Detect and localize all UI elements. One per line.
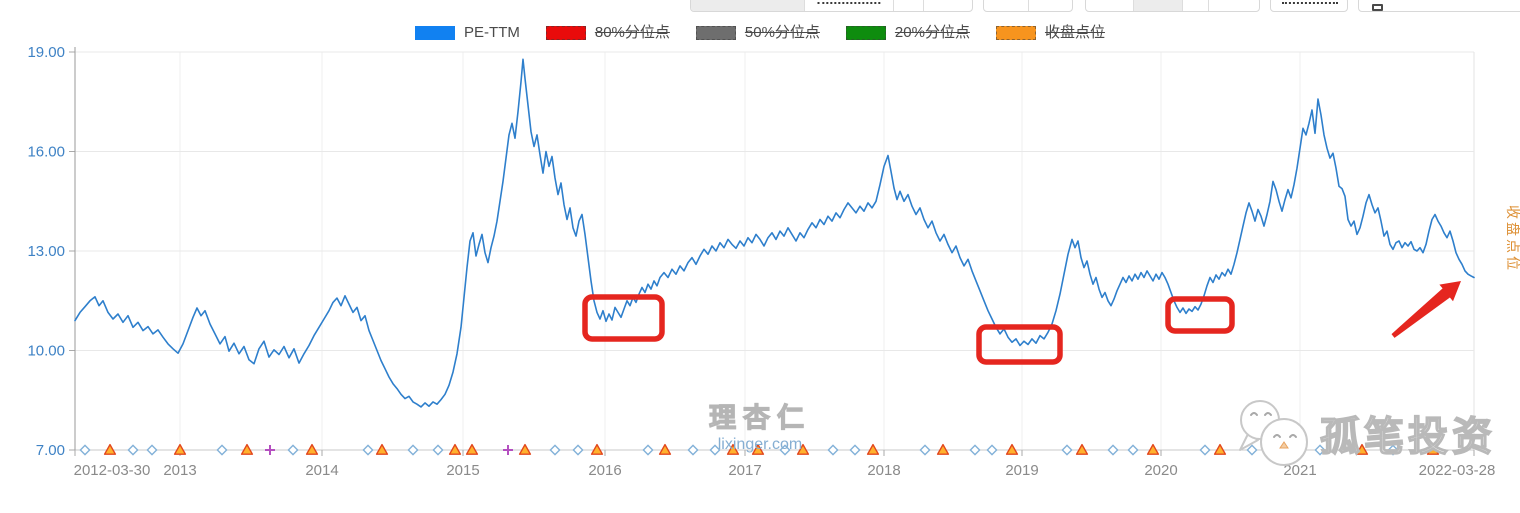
- dotted-underline: [1281, 2, 1339, 4]
- legend-label: PE-TTM: [464, 24, 520, 41]
- toolbar-segment[interactable]: [691, 0, 805, 11]
- toolbar-segment[interactable]: [1359, 0, 1520, 11]
- toolbar-segment[interactable]: [894, 0, 924, 11]
- chart-legend: PE-TTM 80%分位点 50%分位点 20%分位点 收盘点位: [0, 25, 1520, 40]
- legend-item-20%分位点[interactable]: 20%分位点: [845, 24, 970, 41]
- svg-text:10.00: 10.00: [27, 343, 65, 360]
- legend-label: 20%分位点: [894, 24, 970, 41]
- legend-swatch: [545, 25, 586, 40]
- legend-label: 50%分位点: [744, 24, 820, 41]
- toolbar-segment[interactable]: [984, 0, 1029, 11]
- svg-text:2013: 2013: [163, 462, 196, 479]
- legend-item-80%分位点[interactable]: 80%分位点: [545, 24, 670, 41]
- legend-swatch: [845, 25, 886, 40]
- toolbar-segmented-control-1[interactable]: [690, 0, 973, 12]
- toolbar-segment-dotted[interactable]: [805, 0, 894, 11]
- toolbar-dotted-select[interactable]: [1270, 0, 1348, 12]
- svg-text:16.00: 16.00: [27, 144, 65, 161]
- toolbar-segment[interactable]: [1134, 0, 1183, 11]
- svg-text:13.00: 13.00: [27, 243, 65, 260]
- legend-swatch: [415, 25, 456, 40]
- toolbar-wide-control[interactable]: [1358, 0, 1520, 12]
- dotted-underline: [817, 2, 881, 4]
- svg-text:2021: 2021: [1283, 462, 1316, 479]
- svg-text:2022-03-28: 2022-03-28: [1419, 462, 1496, 479]
- legend-swatch: [995, 25, 1036, 40]
- legend-label: 收盘点位: [1044, 24, 1105, 41]
- svg-text:2018: 2018: [867, 462, 900, 479]
- toolbar-segmented-control-2[interactable]: [983, 0, 1073, 12]
- svg-text:2014: 2014: [305, 462, 338, 479]
- toolbar-segment[interactable]: [1086, 0, 1134, 11]
- svg-text:2020: 2020: [1144, 462, 1177, 479]
- legend-label: 80%分位点: [594, 24, 670, 41]
- toolbar-segmented-control-3[interactable]: [1085, 0, 1260, 12]
- grid-icon: [1372, 4, 1383, 11]
- toolbar-segment[interactable]: [1183, 0, 1209, 11]
- legend-item-收盘点位[interactable]: 收盘点位: [995, 24, 1105, 41]
- legend-item-50%分位点[interactable]: 50%分位点: [695, 24, 820, 41]
- svg-text:2015: 2015: [446, 462, 479, 479]
- svg-text:7.00: 7.00: [36, 442, 65, 459]
- toolbar-segment-dotted[interactable]: [1271, 0, 1347, 11]
- svg-text:2017: 2017: [728, 462, 761, 479]
- right-axis-label: 收盘点位: [1505, 205, 1520, 273]
- legend-swatch: [695, 25, 736, 40]
- legend-item-PE-TTM[interactable]: PE-TTM: [415, 25, 520, 40]
- svg-text:19.00: 19.00: [27, 44, 65, 61]
- svg-text:2019: 2019: [1005, 462, 1038, 479]
- svg-text:2016: 2016: [588, 462, 621, 479]
- svg-text:2012-03-30: 2012-03-30: [74, 462, 151, 479]
